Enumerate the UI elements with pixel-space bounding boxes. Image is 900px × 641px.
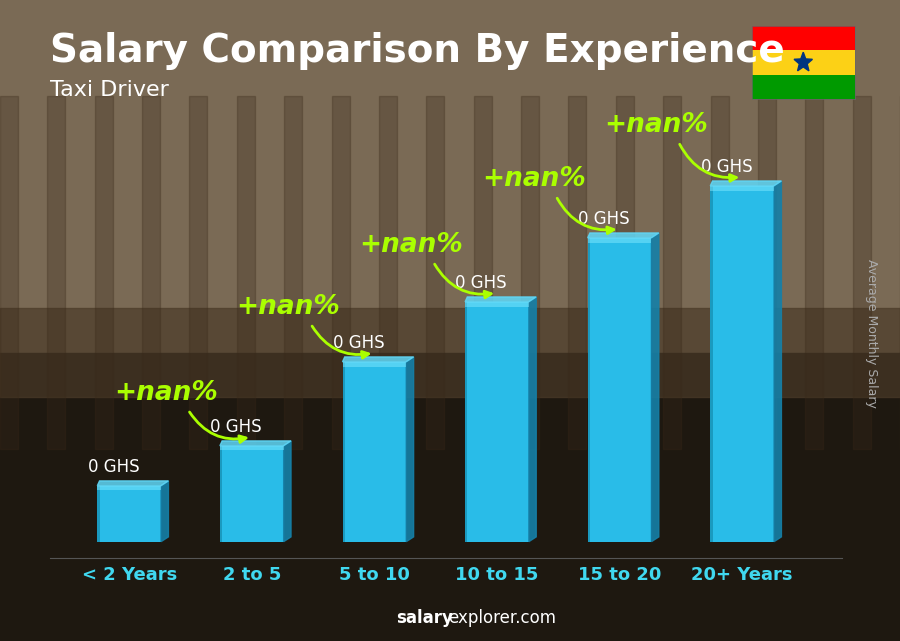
- Polygon shape: [529, 297, 536, 542]
- Bar: [465, 302, 467, 542]
- Text: 0 GHS: 0 GHS: [87, 458, 140, 476]
- Text: 0 GHS: 0 GHS: [578, 210, 629, 228]
- Text: +nan%: +nan%: [237, 294, 340, 320]
- Polygon shape: [652, 233, 659, 542]
- Bar: [220, 445, 284, 542]
- Polygon shape: [710, 181, 781, 186]
- Bar: [752, 50, 855, 75]
- Bar: [588, 238, 652, 542]
- Text: 0 GHS: 0 GHS: [333, 334, 384, 352]
- Text: +nan%: +nan%: [359, 232, 463, 258]
- Bar: [588, 238, 652, 242]
- Text: +nan%: +nan%: [605, 112, 708, 138]
- Bar: [97, 486, 161, 542]
- Text: +nan%: +nan%: [482, 166, 586, 192]
- Polygon shape: [97, 481, 168, 486]
- Bar: [752, 75, 855, 99]
- Bar: [220, 445, 222, 542]
- Bar: [97, 486, 100, 542]
- Bar: [343, 362, 406, 542]
- Text: explorer.com: explorer.com: [448, 609, 556, 627]
- Polygon shape: [161, 481, 168, 542]
- Polygon shape: [774, 181, 781, 542]
- Polygon shape: [588, 233, 659, 238]
- Polygon shape: [343, 357, 414, 362]
- Bar: [710, 186, 774, 542]
- Bar: [343, 362, 406, 367]
- Text: +nan%: +nan%: [114, 379, 218, 406]
- Polygon shape: [220, 441, 291, 445]
- Polygon shape: [284, 441, 291, 542]
- Polygon shape: [406, 357, 414, 542]
- Polygon shape: [465, 297, 536, 302]
- Bar: [343, 362, 345, 542]
- Text: Average Monthly Salary: Average Monthly Salary: [865, 259, 878, 408]
- Text: Taxi Driver: Taxi Driver: [50, 80, 168, 100]
- Bar: [465, 302, 529, 306]
- Bar: [710, 186, 713, 542]
- Bar: [97, 486, 161, 490]
- Bar: [710, 186, 774, 190]
- Bar: [465, 302, 529, 542]
- Text: 0 GHS: 0 GHS: [455, 274, 507, 292]
- Text: 0 GHS: 0 GHS: [210, 418, 262, 436]
- Bar: [588, 238, 590, 542]
- Text: salary: salary: [396, 609, 453, 627]
- Text: 0 GHS: 0 GHS: [700, 158, 752, 176]
- Polygon shape: [794, 52, 813, 71]
- Text: Salary Comparison By Experience: Salary Comparison By Experience: [50, 32, 784, 70]
- Bar: [220, 445, 284, 451]
- Bar: [752, 26, 855, 50]
